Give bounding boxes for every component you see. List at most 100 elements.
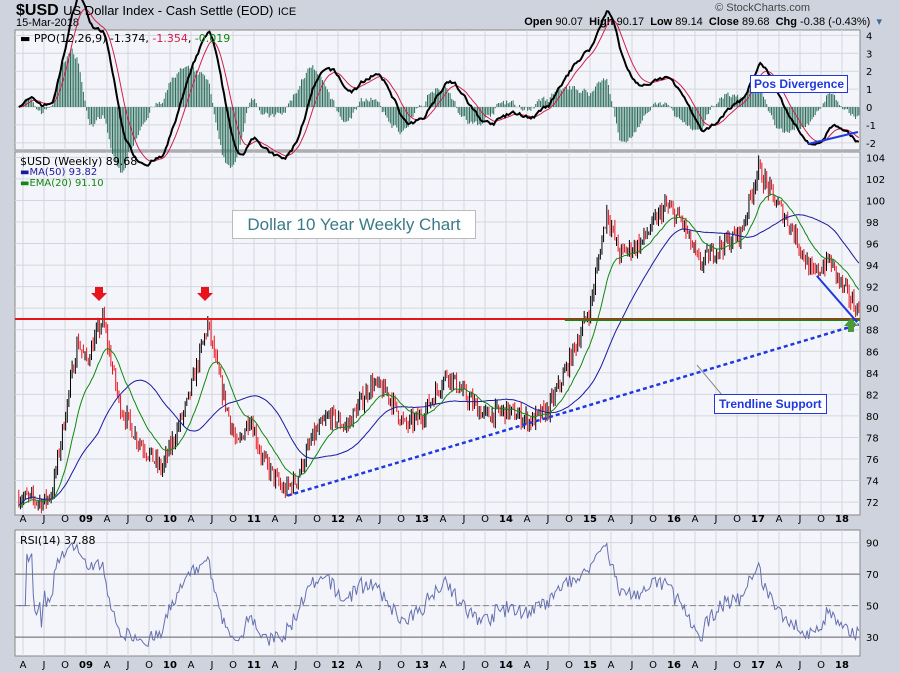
ppo-line [18, 0, 860, 167]
x-tick-label: J [378, 514, 382, 525]
dropdown-icon[interactable]: ▾ [876, 16, 882, 28]
quote-low: Low 89.14 [650, 16, 709, 28]
x-tick-label: A [440, 660, 447, 671]
x-tick-label: A [104, 660, 111, 671]
y-tick-label: 96 [866, 240, 879, 251]
x-tick-label: 13 [415, 660, 429, 671]
y-tick-label: 4 [866, 31, 872, 42]
x-tick-label: 15 [583, 514, 597, 525]
ema20-line [18, 193, 860, 506]
rsi-line [18, 541, 860, 647]
ppo-divergence-line [807, 131, 859, 145]
rsi-legend: RSI(14) 37.88 [20, 534, 96, 547]
quote-close: Close 89.68 [708, 16, 776, 28]
x-tick-label: O [313, 660, 321, 671]
x-tick-label: O [229, 514, 237, 525]
x-tick-label: 10 [163, 660, 177, 671]
y-tick-label: 82 [866, 390, 879, 401]
x-tick-label: A [356, 514, 363, 525]
ema-legend: ▬EMA(20) 91.10 [20, 178, 104, 189]
x-tick-label: J [714, 514, 718, 525]
x-tick-label: 16 [667, 660, 681, 671]
x-tick-label: 17 [751, 514, 765, 525]
y-tick-label: 70 [866, 570, 879, 581]
x-tick-label: A [776, 660, 783, 671]
x-tick-label: O [229, 660, 237, 671]
quote-open: Open 90.07 [524, 16, 590, 28]
chart-date: 15-Mar-2018 [16, 17, 79, 29]
x-tick-label: O [481, 660, 489, 671]
x-tick-label: A [356, 660, 363, 671]
x-tick-label: 12 [331, 514, 345, 525]
x-tick-label: 09 [79, 514, 93, 525]
quote-chg: Chg -0.38 (-0.43%) [775, 16, 877, 28]
y-tick-label: -1 [866, 121, 876, 132]
y-tick-label: 94 [866, 261, 879, 272]
x-tick-label: O [397, 660, 405, 671]
x-tick-label: A [524, 660, 531, 671]
x-tick-label: A [272, 514, 279, 525]
ppo-legend: ▬ PPO(12,26,9) -1.374, -1.354, -0.019 [20, 32, 231, 45]
red-down-arrow-icon [197, 287, 213, 301]
x-tick-label: A [608, 660, 615, 671]
x-tick-label: J [798, 660, 802, 671]
x-tick-label: J [210, 660, 214, 671]
x-tick-label: J [546, 660, 550, 671]
x-tick-label: 12 [331, 660, 345, 671]
x-tick-label: O [733, 660, 741, 671]
y-tick-label: 0 [866, 103, 872, 114]
y-tick-label: 104 [866, 153, 885, 164]
x-tick-label: J [378, 660, 382, 671]
y-tick-label: 84 [866, 369, 879, 380]
x-tick-label: J [630, 660, 634, 671]
y-tick-label: 1 [866, 85, 872, 96]
y-tick-label: 102 [866, 175, 885, 186]
ppo-signal-line [18, 8, 860, 162]
x-tick-label: 18 [835, 660, 849, 671]
x-tick-label: 14 [499, 514, 513, 525]
y-tick-label: 92 [866, 283, 879, 294]
y-tick-label: 86 [866, 347, 879, 358]
x-tick-label: 16 [667, 514, 681, 525]
y-tick-label: 74 [866, 477, 879, 488]
x-tick-label: A [20, 660, 27, 671]
x-tick-label: O [397, 514, 405, 525]
symbol-title: $USD US Dollar Index - Cash Settle (EOD)… [16, 2, 297, 19]
y-tick-label: 72 [866, 498, 879, 509]
x-tick-label: 10 [163, 514, 177, 525]
x-tick-label: O [649, 514, 657, 525]
y-tick-label: 50 [866, 602, 879, 613]
panel-1 [14, 151, 861, 516]
x-tick-label: J [126, 514, 130, 525]
y-tick-label: 30 [866, 633, 879, 644]
y-tick-label: 90 [866, 539, 879, 550]
x-tick-label: A [692, 514, 699, 525]
x-tick-label: 13 [415, 514, 429, 525]
x-tick-label: A [440, 514, 447, 525]
y-tick-label: 2 [866, 67, 872, 78]
trendline [287, 323, 860, 497]
x-tick-label: 14 [499, 660, 513, 671]
chart-title-box: Dollar 10 Year Weekly Chart [232, 210, 476, 239]
y-tick-label: 76 [866, 455, 879, 466]
x-tick-label: 15 [583, 660, 597, 671]
x-tick-label: A [608, 514, 615, 525]
x-tick-label: O [733, 514, 741, 525]
x-tick-label: A [692, 660, 699, 671]
quote-bar: Open 90.07 High 90.17 Low 89.14 Close 89… [524, 15, 882, 28]
x-tick-label: J [546, 514, 550, 525]
pos-divergence-label: Pos Divergence [750, 75, 849, 93]
short-downtrend-line [816, 275, 858, 323]
x-tick-label: O [145, 660, 153, 671]
x-tick-label: O [313, 514, 321, 525]
x-tick-label: O [145, 514, 153, 525]
x-tick-label: A [104, 514, 111, 525]
x-tick-label: O [565, 514, 573, 525]
x-tick-label: 11 [247, 514, 261, 525]
y-tick-label: 88 [866, 326, 879, 337]
y-tick-label: 3 [866, 49, 872, 60]
x-tick-label: 18 [835, 514, 849, 525]
y-tick-label: 80 [866, 412, 879, 423]
x-tick-label: J [42, 514, 46, 525]
